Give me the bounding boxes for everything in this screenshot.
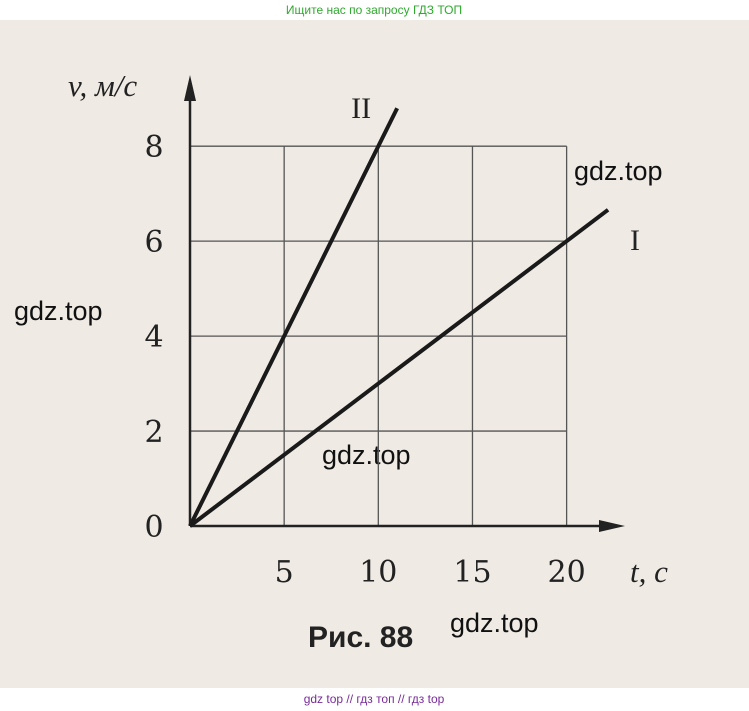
x-axis-arrow [599, 520, 625, 532]
caption: Рис. 88 [308, 621, 413, 654]
y-axis-label: v, м/с [68, 68, 137, 103]
watermark: gdz.top [322, 440, 411, 470]
x-tick-label: 20 [548, 555, 586, 590]
paper [0, 20, 749, 688]
series-label: I [630, 224, 640, 257]
series-label: II [351, 92, 371, 125]
y-tick-label: 4 [144, 320, 163, 355]
watermark: gdz.top [574, 156, 663, 186]
x-tick-label: 5 [275, 555, 294, 590]
y-tick-label: 6 [144, 225, 163, 260]
x-tick-label: 10 [359, 555, 397, 590]
y-tick-label: 0 [144, 510, 163, 545]
series-line [188, 107, 399, 527]
header: Ищите нас по запросу ГДЗ ТОП [286, 3, 462, 17]
y-tick-label: 2 [144, 415, 163, 450]
x-tick-label: 15 [453, 555, 491, 590]
footer: gdz top // гдз топ // гдз top [304, 692, 445, 706]
series-line [188, 208, 610, 528]
watermark: gdz.top [14, 296, 103, 326]
y-tick-label: 8 [144, 130, 163, 165]
y-axis-arrow [184, 75, 196, 101]
x-axis-label: t, с [630, 554, 668, 589]
watermark: gdz.top [450, 608, 539, 638]
